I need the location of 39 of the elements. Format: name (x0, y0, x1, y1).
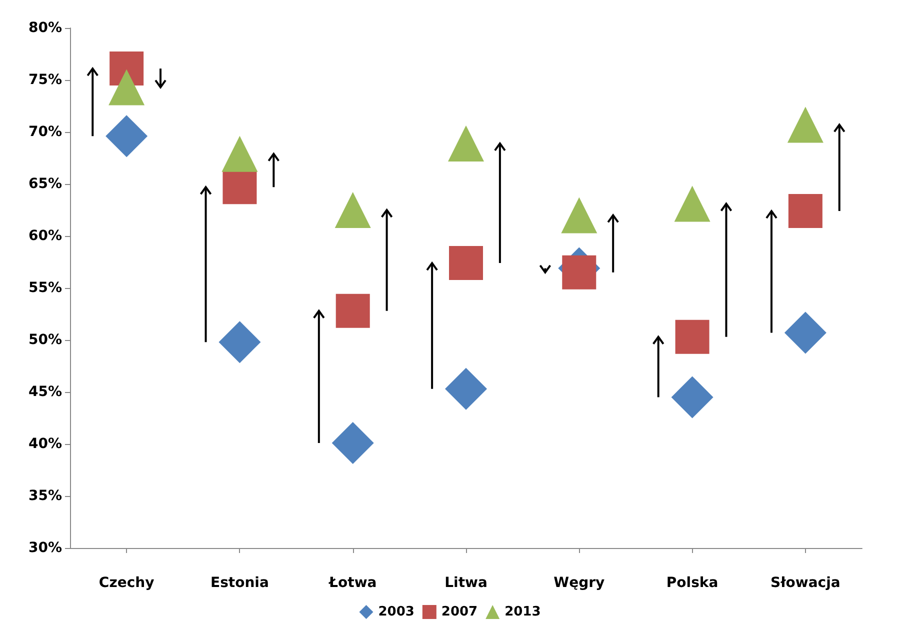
point (675, 320, 710, 354)
point (332, 422, 374, 464)
x-tick-label: Słowacja (770, 575, 840, 591)
point (674, 186, 710, 222)
point (222, 170, 257, 204)
x-tick-label: Czechy (98, 575, 154, 591)
x-tick-label: Polska (666, 575, 718, 591)
point (334, 192, 371, 228)
point (784, 312, 826, 354)
point (445, 368, 487, 410)
point (106, 115, 148, 158)
legend-label: 2007 (441, 604, 478, 620)
x-tick-label: Litwa (444, 575, 488, 591)
y-tick-label: 35% (28, 488, 62, 504)
point (448, 125, 484, 162)
y-tick-label: 70% (28, 124, 62, 140)
y-tick-label: 60% (28, 228, 62, 244)
legend-label: 2003 (378, 604, 414, 620)
point (671, 376, 714, 418)
point (787, 106, 824, 143)
point (108, 69, 145, 106)
point (336, 294, 370, 328)
point (222, 136, 258, 172)
y-tick-label: 45% (28, 384, 62, 400)
y-tick-label: 65% (28, 176, 62, 192)
point (561, 197, 598, 234)
y-tick-label: 50% (28, 332, 62, 348)
y-tick-label: 80% (28, 20, 62, 36)
y-tick-label: 30% (28, 540, 62, 556)
legend-label: 2013 (504, 604, 541, 620)
y-tick-label: 55% (28, 280, 62, 296)
x-tick-label: Łotwa (328, 575, 377, 591)
x-tick-label: Węgry (554, 575, 605, 591)
x-tick-label: Estonia (210, 575, 269, 591)
point (218, 321, 261, 364)
y-tick-label: 40% (28, 436, 62, 452)
point (449, 246, 483, 280)
y-tick-label: 75% (28, 72, 62, 88)
point (788, 194, 822, 228)
